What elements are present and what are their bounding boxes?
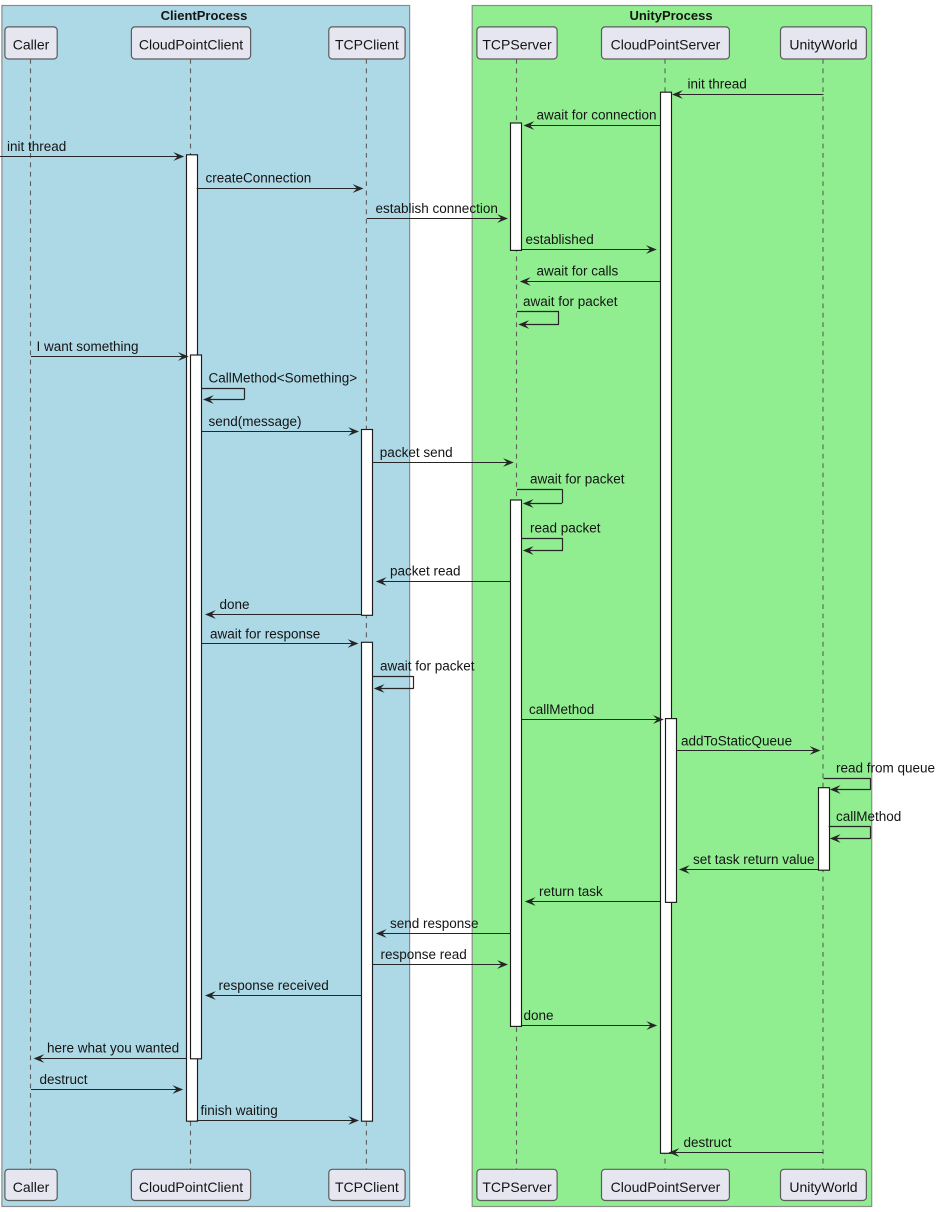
svg-text:init thread: init thread	[688, 77, 747, 92]
svg-text:CallMethod<Something>: CallMethod<Something>	[209, 371, 358, 386]
svg-text:TCPClient: TCPClient	[335, 37, 399, 53]
svg-text:Caller: Caller	[13, 1179, 50, 1195]
svg-text:Caller: Caller	[13, 37, 50, 53]
svg-text:packet read: packet read	[390, 564, 461, 579]
svg-text:read from queue: read from queue	[836, 761, 935, 776]
svg-text:TCPServer: TCPServer	[482, 37, 552, 53]
svg-text:return task: return task	[539, 884, 603, 899]
svg-text:destruct: destruct	[40, 1072, 88, 1087]
svg-text:callMethod: callMethod	[836, 809, 901, 824]
svg-text:await for response: await for response	[210, 626, 320, 641]
svg-text:done: done	[220, 597, 250, 612]
svg-text:init thread: init thread	[7, 139, 66, 154]
svg-text:I want something: I want something	[37, 339, 139, 354]
svg-text:finish waiting: finish waiting	[201, 1103, 278, 1118]
svg-text:await for connection: await for connection	[537, 108, 657, 123]
svg-text:UnityProcess: UnityProcess	[629, 8, 712, 23]
svg-text:read packet: read packet	[530, 521, 601, 536]
svg-text:CloudPointServer: CloudPointServer	[611, 1179, 721, 1195]
svg-text:ClientProcess: ClientProcess	[161, 8, 248, 23]
svg-text:await for calls: await for calls	[537, 264, 619, 279]
svg-text:send response: send response	[390, 916, 479, 931]
svg-text:createConnection: createConnection	[206, 171, 312, 186]
svg-text:await for packet: await for packet	[380, 659, 475, 674]
svg-text:callMethod: callMethod	[529, 702, 594, 717]
svg-text:done: done	[524, 1008, 554, 1023]
svg-text:CloudPointServer: CloudPointServer	[611, 37, 721, 53]
svg-text:establish connection: establish connection	[376, 201, 498, 216]
svg-text:UnityWorld: UnityWorld	[789, 37, 857, 53]
svg-text:TCPServer: TCPServer	[482, 1179, 552, 1195]
svg-text:response read: response read	[381, 947, 467, 962]
svg-text:await for packet: await for packet	[523, 294, 618, 309]
svg-text:TCPClient: TCPClient	[335, 1179, 399, 1195]
svg-text:CloudPointClient: CloudPointClient	[139, 1179, 243, 1195]
svg-text:response received: response received	[219, 978, 329, 993]
svg-text:addToStaticQueue: addToStaticQueue	[681, 733, 792, 748]
svg-text:await for packet: await for packet	[530, 472, 625, 487]
svg-text:destruct: destruct	[684, 1135, 732, 1150]
svg-text:send(message): send(message)	[209, 414, 302, 429]
svg-text:set task return value: set task return value	[693, 852, 815, 867]
svg-text:CloudPointClient: CloudPointClient	[139, 37, 243, 53]
svg-text:established: established	[526, 232, 594, 247]
svg-text:UnityWorld: UnityWorld	[789, 1179, 857, 1195]
svg-text:here what you wanted: here what you wanted	[47, 1041, 179, 1056]
svg-text:packet send: packet send	[380, 445, 453, 460]
